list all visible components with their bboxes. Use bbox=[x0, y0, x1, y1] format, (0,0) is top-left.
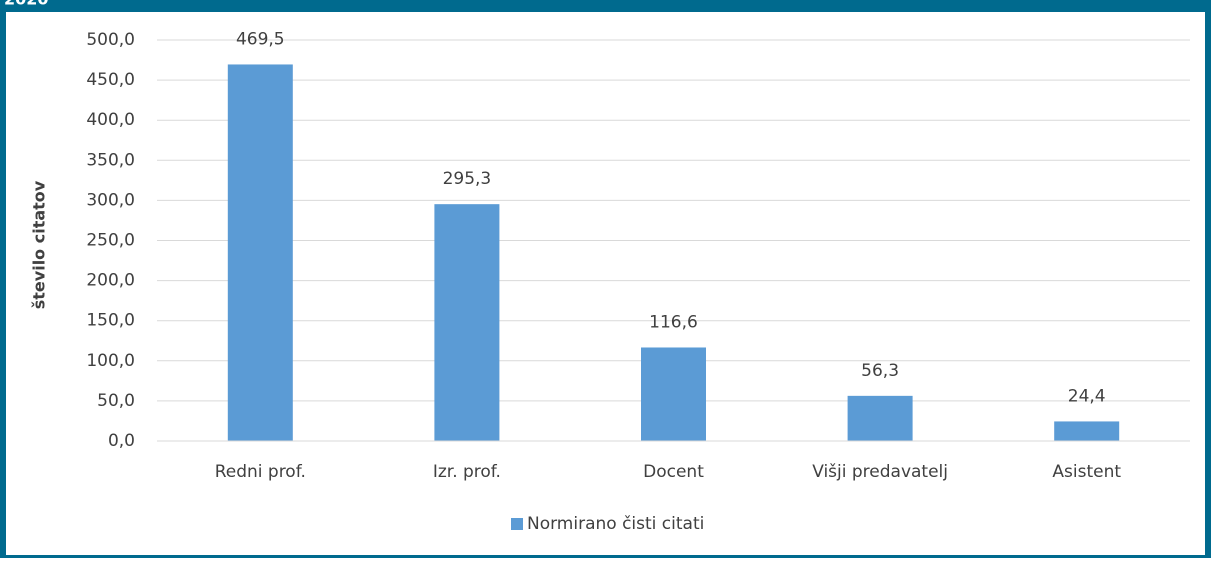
y-axis-label: število citatov bbox=[30, 180, 49, 309]
value-label: 56,3 bbox=[861, 361, 899, 381]
y-tick-label: 250,0 bbox=[86, 231, 135, 251]
value-label: 116,6 bbox=[649, 312, 698, 332]
x-tick-label: Redni prof. bbox=[215, 462, 306, 482]
x-tick-label: Docent bbox=[643, 462, 704, 482]
bar bbox=[434, 204, 500, 441]
bar bbox=[641, 347, 706, 441]
header-title: 2020 bbox=[4, 0, 49, 9]
header-band bbox=[0, 0, 1211, 12]
y-tick-label: 150,0 bbox=[86, 311, 135, 331]
y-tick-label: 300,0 bbox=[86, 190, 135, 210]
x-tick-label: Asistent bbox=[1052, 462, 1121, 482]
y-tick-label: 400,0 bbox=[86, 110, 135, 130]
y-tick-label: 350,0 bbox=[86, 150, 135, 170]
x-tick-label: Višji predavatelj bbox=[812, 462, 948, 482]
bar bbox=[1054, 421, 1120, 441]
frame-left bbox=[0, 0, 6, 558]
x-tick-label: Izr. prof. bbox=[433, 462, 501, 482]
legend-label: Normirano čisti citati bbox=[527, 514, 704, 534]
legend-swatch bbox=[511, 518, 523, 530]
value-label: 24,4 bbox=[1068, 386, 1106, 406]
y-tick-label: 500,0 bbox=[86, 30, 135, 50]
frame-bottom bbox=[0, 555, 1211, 558]
y-tick-label: 100,0 bbox=[86, 351, 135, 371]
y-tick-label: 200,0 bbox=[86, 271, 135, 291]
y-tick-label: 0,0 bbox=[108, 431, 135, 451]
frame-right bbox=[1205, 0, 1211, 558]
bar bbox=[227, 64, 293, 441]
y-tick-label: 450,0 bbox=[86, 70, 135, 90]
bar bbox=[847, 395, 913, 441]
value-label: 469,5 bbox=[236, 29, 285, 49]
value-label: 295,3 bbox=[443, 169, 492, 189]
y-tick-label: 50,0 bbox=[97, 391, 135, 411]
